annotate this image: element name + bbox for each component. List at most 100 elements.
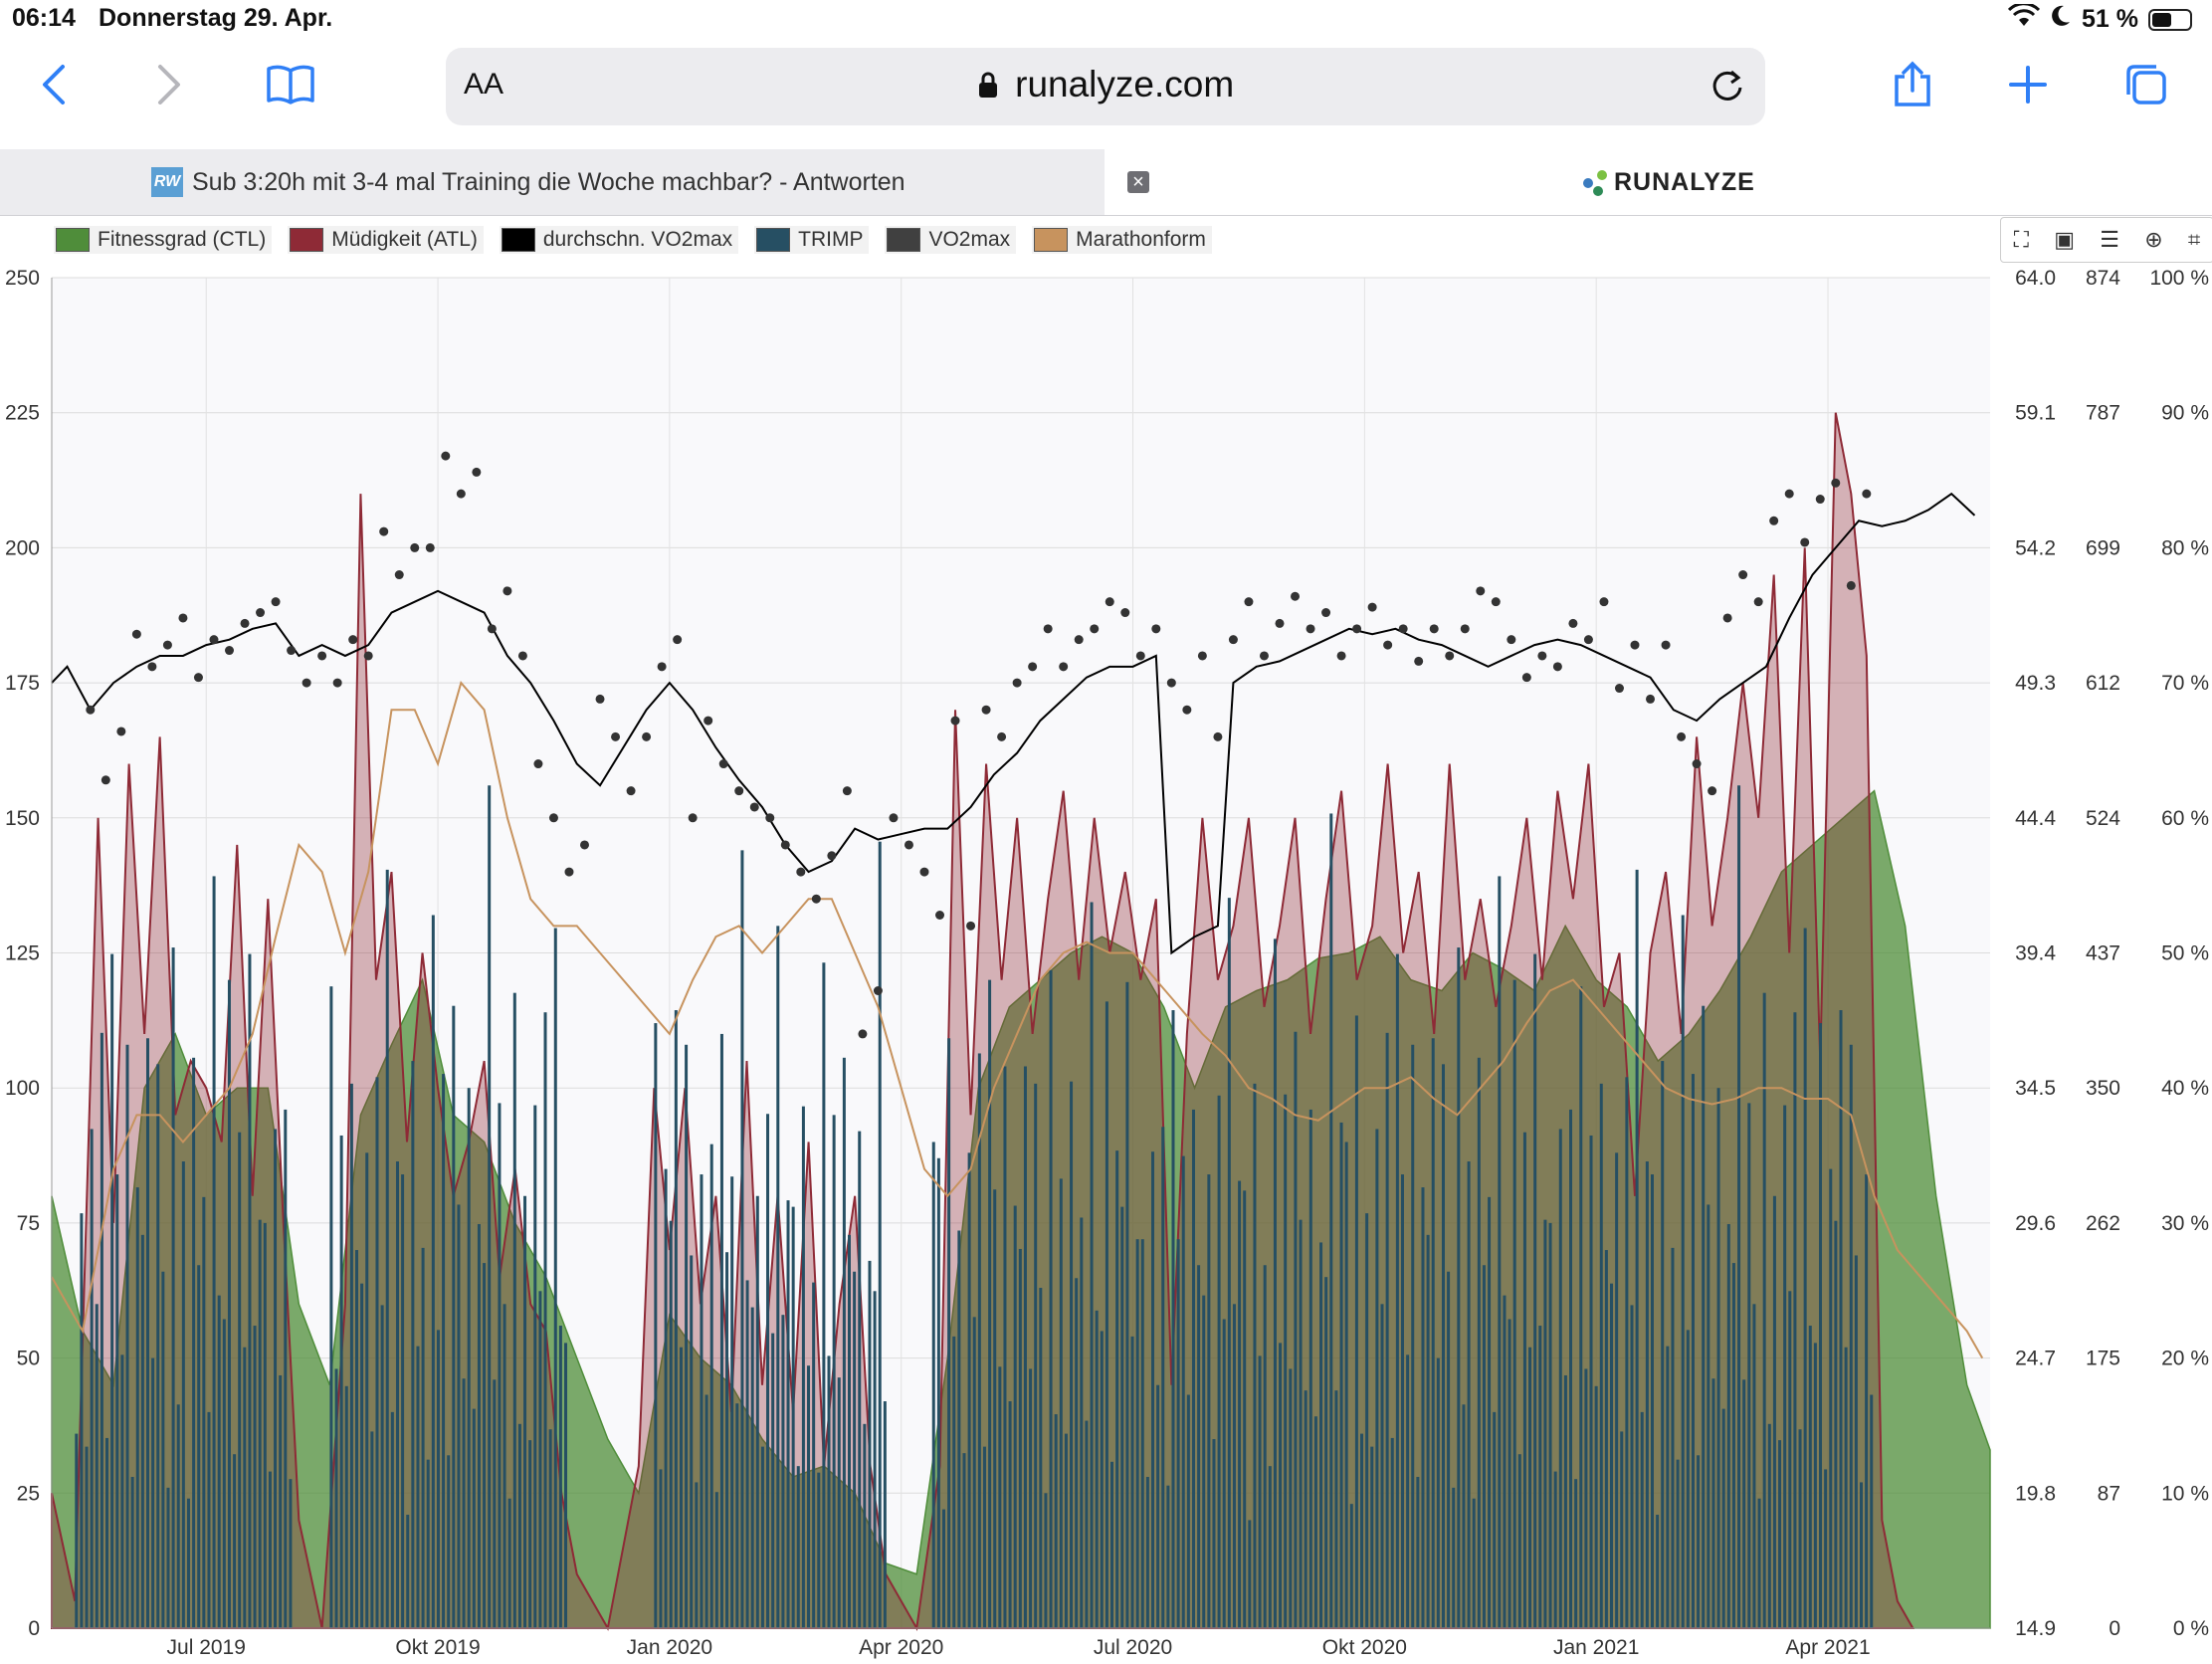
vo2max-point xyxy=(1151,624,1161,634)
trimp-bar xyxy=(289,1479,293,1628)
trimp-bar xyxy=(1788,1291,1792,1628)
trimp-bar xyxy=(426,1459,430,1628)
trimp-bar xyxy=(503,1304,506,1628)
vo2max-point xyxy=(363,651,373,661)
trimp-bar xyxy=(1279,1343,1283,1628)
trimp-bar xyxy=(745,1280,749,1628)
vo2max-point xyxy=(225,646,235,656)
url-display[interactable]: runalyze.com xyxy=(446,64,1765,105)
vo2max-point xyxy=(935,911,945,921)
trimp-bar xyxy=(1212,1439,1216,1628)
vo2max-point xyxy=(1166,678,1176,688)
trimp-bar xyxy=(1503,1295,1507,1628)
y-tick-label: 25 xyxy=(17,1482,40,1505)
vo2max-point xyxy=(1507,635,1516,645)
vo2max-point xyxy=(626,786,636,796)
trimp-bar xyxy=(1686,1330,1690,1628)
legend-item[interactable]: Marathonform xyxy=(1032,226,1212,254)
trimp-bar xyxy=(227,979,231,1628)
chart-svg: 0 25 50 75 100 125 150 175 200 225 250 14.9 19.8 24.7… xyxy=(5,267,2209,1659)
legend-item[interactable]: Müdigkeit (ATL) xyxy=(288,226,484,254)
trimp-bar xyxy=(151,1357,155,1628)
trimp-bar xyxy=(523,1195,527,1628)
trimp-bar xyxy=(781,1315,785,1628)
vo2max-point xyxy=(1476,586,1486,596)
plus-icon[interactable] xyxy=(2006,60,2050,109)
y-tick-label: 75 xyxy=(17,1212,40,1235)
share-icon[interactable] xyxy=(1891,60,1934,109)
trimp-bar xyxy=(690,1255,694,1628)
trimp-bar xyxy=(1747,1103,1751,1628)
vo2max-point xyxy=(178,613,188,623)
tab-forum[interactable]: RW Sub 3:20h mit 3-4 mal Training die Wo… xyxy=(0,149,1105,215)
trimp-bar xyxy=(1217,1095,1221,1628)
trimp-bar xyxy=(1610,1283,1614,1628)
list-icon[interactable]: ☰ xyxy=(2100,227,2120,252)
trimp-bar xyxy=(1110,1461,1114,1628)
legend-item[interactable]: VO2max xyxy=(885,226,1017,254)
tab-runalyze[interactable] xyxy=(1105,149,2212,215)
trimp-bar xyxy=(1289,1368,1293,1628)
trimp-bar xyxy=(1319,1242,1323,1628)
trimp-bar xyxy=(1508,1319,1511,1628)
reload-icon[interactable] xyxy=(1708,66,1747,105)
tab-title: Sub 3:20h mit 3-4 mal Training die Woche… xyxy=(192,168,905,196)
trimp-bar xyxy=(1772,1195,1776,1628)
trimp-bar xyxy=(1563,1374,1567,1628)
trimp-bar xyxy=(533,1105,537,1628)
legend-item[interactable]: TRIMP xyxy=(754,226,870,254)
y-vo2-tick-label: 64.0 xyxy=(2015,267,2056,290)
tabs-icon[interactable] xyxy=(2121,60,2169,109)
vo2max-point xyxy=(1769,516,1779,525)
vo2max-point xyxy=(271,597,281,607)
trimp-bar xyxy=(380,1305,384,1628)
trimp-bar xyxy=(344,1385,348,1628)
vo2max-point xyxy=(1630,640,1640,650)
vo2max-point xyxy=(595,694,605,704)
trimp-bar xyxy=(543,1012,547,1628)
y-trimp-tick-label: 524 xyxy=(2086,807,2120,830)
trimp-bar xyxy=(1762,992,1766,1628)
crop-icon[interactable]: ⌗ xyxy=(2187,227,2201,252)
y-vo2-tick-label: 44.4 xyxy=(2015,807,2056,830)
trimp-bar xyxy=(1120,1206,1124,1628)
vo2max-point xyxy=(1414,656,1424,666)
trimp-bar xyxy=(528,1440,532,1628)
crosshair-icon[interactable]: ⊕ xyxy=(2144,227,2163,252)
address-bar[interactable]: AA runalyze.com xyxy=(446,48,1765,125)
forward-icon[interactable] xyxy=(149,60,189,109)
trimp-bar xyxy=(1493,1411,1497,1628)
bookmarks-icon[interactable] xyxy=(265,60,316,109)
x-tick-label: Jul 2019 xyxy=(167,1636,246,1659)
trimp-bar xyxy=(1191,1109,1195,1628)
trimp-bar xyxy=(1329,813,1333,1628)
legend-item[interactable]: durchschn. VO2max xyxy=(499,226,739,254)
trimp-bar xyxy=(442,1074,446,1628)
trimp-bar xyxy=(1161,1127,1165,1628)
legend-label: Marathonform xyxy=(1076,228,1206,251)
trimp-bar xyxy=(1145,1477,1149,1628)
trimp-bar xyxy=(1870,1394,1874,1628)
trimp-bar xyxy=(1140,1239,1144,1628)
trimp-bar xyxy=(370,1431,374,1628)
legend-label: Fitnessgrad (CTL) xyxy=(98,228,267,251)
trimp-bar xyxy=(1859,1482,1863,1628)
vo2max-point xyxy=(162,640,172,650)
save-icon[interactable]: ▣ xyxy=(2054,227,2076,252)
close-tab-button[interactable]: × xyxy=(1127,171,1149,193)
legend-item[interactable]: Fitnessgrad (CTL) xyxy=(54,226,273,254)
trimp-bar xyxy=(1574,1479,1578,1628)
trimp-bar xyxy=(222,1319,226,1628)
back-icon[interactable] xyxy=(34,60,74,109)
trimp-bar xyxy=(993,1189,997,1628)
vo2max-point xyxy=(1491,597,1501,607)
trimp-bar xyxy=(538,1291,542,1628)
y-tick-label: 175 xyxy=(5,672,40,695)
vo2max-point xyxy=(811,894,821,904)
reader-text-size-button[interactable]: AA xyxy=(464,68,504,101)
trimp-bar xyxy=(1589,1135,1593,1628)
trimp-bar xyxy=(365,1152,369,1628)
fullscreen-icon[interactable]: ⛶ xyxy=(2013,227,2030,252)
trimp-bar xyxy=(1258,1355,1262,1628)
moon-icon xyxy=(2050,4,2072,35)
